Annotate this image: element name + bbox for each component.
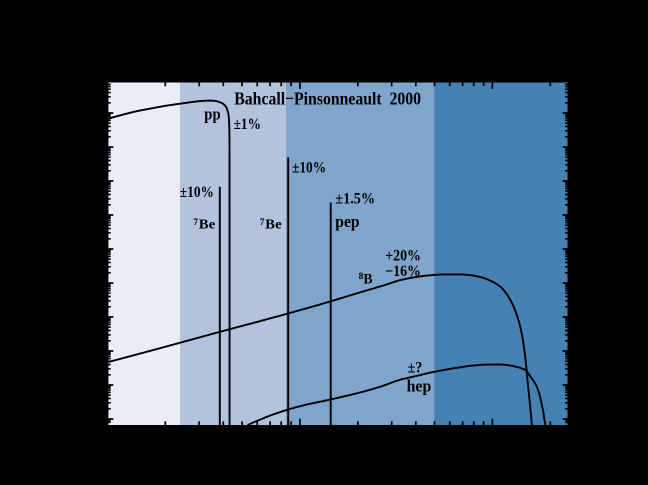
svg-text:Be: Be xyxy=(199,218,216,233)
svg-text:pep: pep xyxy=(335,212,359,231)
svg-text:±1.5%: ±1.5% xyxy=(335,191,375,208)
svg-text:Bahcall−Pinsonneault 2000: Bahcall−Pinsonneault 2000 xyxy=(234,89,421,109)
svg-text:8: 8 xyxy=(359,272,364,282)
svg-text:B: B xyxy=(363,271,373,287)
svg-text:±10%: ±10% xyxy=(292,160,326,177)
svg-text:−16%: −16% xyxy=(385,263,421,280)
svg-text:7: 7 xyxy=(260,218,265,228)
svg-text:+20%: +20% xyxy=(385,247,421,264)
svg-text:pp: pp xyxy=(204,105,220,124)
svg-text:7: 7 xyxy=(193,218,198,228)
svg-text:±10%: ±10% xyxy=(180,184,214,201)
svg-text:±?: ±? xyxy=(408,359,423,376)
svg-text:±1%: ±1% xyxy=(234,116,261,133)
svg-text:hep: hep xyxy=(407,376,432,395)
svg-text:Be: Be xyxy=(265,218,282,233)
